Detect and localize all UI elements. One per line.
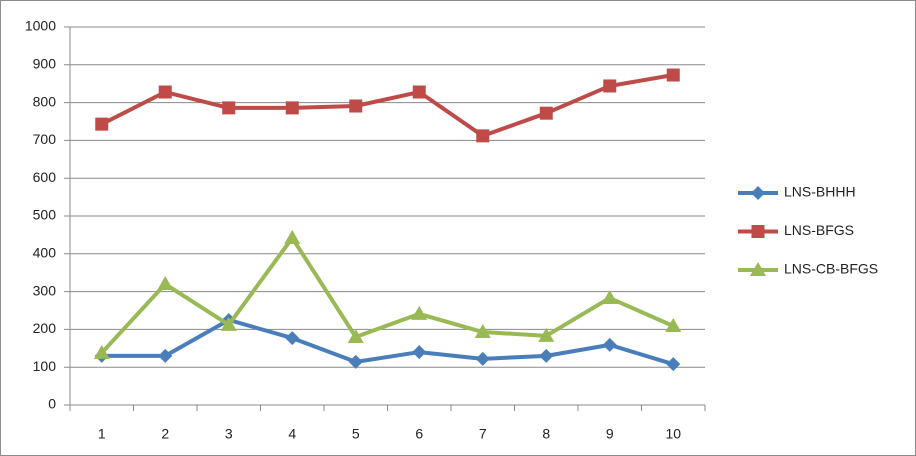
x-tick-label: 8 [542,426,550,442]
x-tick-label: 10 [665,426,681,442]
marker [412,345,427,360]
marker [222,101,236,115]
marker [285,331,300,346]
y-tick-label: 400 [33,245,57,261]
y-tick-label: 700 [33,131,57,147]
legend-marker [751,186,765,200]
marker [347,328,364,343]
marker [539,348,554,363]
marker [284,229,301,244]
legend-label: LNS-BHHH [784,184,856,200]
y-tick-label: 600 [33,169,57,185]
y-tick-label: 200 [33,320,57,336]
y-tick-label: 1000 [25,18,56,34]
y-tick-label: 0 [48,396,56,412]
marker [220,316,237,331]
x-tick-label: 9 [606,426,614,442]
y-tick-label: 900 [33,56,57,72]
marker [158,85,172,99]
marker [93,344,110,359]
marker [603,79,617,93]
marker [539,106,553,120]
x-tick-label: 3 [225,426,233,442]
marker [602,337,617,352]
marker [666,357,681,372]
series-line [100,235,675,355]
y-tick-label: 800 [33,93,57,109]
y-tick-label: 100 [33,358,57,374]
x-tick-label: 4 [288,426,296,442]
marker [666,68,680,82]
marker [349,99,363,113]
x-tick-label: 6 [415,426,423,442]
marker [348,354,363,369]
marker [476,129,490,143]
y-tick-label: 300 [33,282,57,298]
legend-label: LNS-CB-BFGS [784,261,878,277]
x-tick-label: 7 [479,426,487,442]
x-tick-label: 1 [98,426,106,442]
x-tick-label: 2 [161,426,169,442]
marker [601,290,618,305]
marker [475,351,490,366]
marker [157,276,174,291]
marker [95,117,109,131]
marker [538,327,555,342]
legend-label: LNS-BFGS [784,222,854,238]
marker [411,305,428,320]
legend-marker [751,225,765,238]
y-tick-label: 500 [33,207,57,223]
marker [474,324,491,339]
marker [158,348,173,363]
legend-marker [750,262,766,276]
series-line [101,317,674,367]
marker [285,101,299,115]
marker [412,85,426,99]
x-tick-label: 5 [352,426,360,442]
series-line [100,73,674,138]
marker [665,317,682,332]
